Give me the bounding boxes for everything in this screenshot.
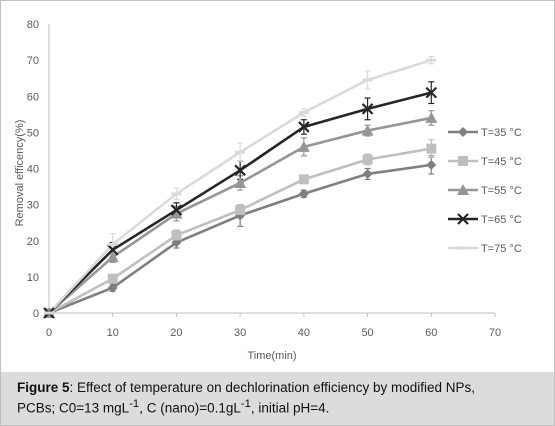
legend-label: T=45 °C <box>481 156 522 168</box>
y-tick-label: 0 <box>33 308 39 320</box>
x-tick-label: 50 <box>361 327 373 339</box>
legend-label: T=75 °C <box>481 243 522 255</box>
legend-label: T=65 °C <box>481 214 522 226</box>
x-tick-label: 20 <box>170 327 182 339</box>
data-point <box>234 176 247 188</box>
data-point <box>235 150 246 154</box>
data-point <box>234 164 246 177</box>
data-point <box>171 230 182 241</box>
data-point <box>107 242 118 246</box>
data-point <box>107 282 118 293</box>
data-point <box>361 124 374 136</box>
caption-text-1: : Effect of temperature on dechlorinatio… <box>69 380 475 395</box>
data-point <box>106 244 119 256</box>
x-tick-label: 0 <box>46 327 52 339</box>
caption-sup-1: -1 <box>129 398 140 410</box>
caption-text-2c: , initial pH=4. <box>250 400 330 416</box>
figure-caption: Figure 5: Effect of temperature on dechl… <box>1 372 554 425</box>
data-point <box>44 311 54 315</box>
caption-text-2b: , C (nano)=0.1gL <box>139 400 241 416</box>
y-tick-label: 30 <box>27 200 39 212</box>
series-markers <box>43 58 438 319</box>
legend-label: T=35 °C <box>481 127 522 139</box>
data-point <box>170 204 183 216</box>
data-point <box>425 86 438 99</box>
data-point <box>235 205 246 216</box>
data-point <box>170 207 183 219</box>
x-tick-label: 60 <box>425 327 437 339</box>
data-point <box>362 78 373 82</box>
legend-swatch-marker <box>458 127 468 137</box>
caption-label: Figure 5 <box>17 380 70 395</box>
x-tick-label: 10 <box>107 327 119 339</box>
y-tick-label: 40 <box>27 164 39 176</box>
data-point <box>171 192 182 196</box>
data-point <box>107 273 118 284</box>
x-axis-title: Time(min) <box>247 350 296 362</box>
caption-text-2a: PCBs; C0=13 mgL <box>17 400 130 416</box>
y-tick-label: 50 <box>27 127 39 139</box>
data-point <box>361 103 374 115</box>
data-point <box>362 168 373 179</box>
x-tick-label: 30 <box>234 327 246 339</box>
line-chart: 0 10 20 30 40 50 60 70 80 0 10 20 30 40 50 60 70 T=35 °… <box>14 19 522 362</box>
y-tick-label: 10 <box>27 272 39 284</box>
data-point <box>425 111 438 123</box>
data-point <box>298 111 309 115</box>
y-tick-labels: 0 10 20 30 40 50 60 70 80 <box>27 19 39 320</box>
legend-label: T=55 °C <box>481 185 522 197</box>
legend-swatch-marker <box>457 213 469 225</box>
legend-swatch-marker <box>457 184 469 195</box>
x-tick-label: 70 <box>489 327 501 339</box>
data-point <box>426 143 437 154</box>
legend-swatch-marker <box>458 156 468 166</box>
y-tick-label: 80 <box>27 19 39 31</box>
axes <box>48 24 496 317</box>
data-point <box>106 251 119 263</box>
data-point <box>298 188 309 199</box>
y-axis-title: Removal efficency(%) <box>14 120 26 227</box>
caption-sup-2: -1 <box>240 398 251 410</box>
legend: T=35 °C T=45 °C T=55 °C T=65 °C T=75 °C <box>448 127 522 255</box>
data-point <box>426 58 437 62</box>
data-point <box>362 154 373 165</box>
data-point <box>298 121 310 133</box>
series-line <box>48 91 432 314</box>
data-point <box>298 174 309 185</box>
data-point <box>297 140 310 152</box>
y-tick-label: 70 <box>27 55 39 67</box>
x-tick-labels: 0 10 20 30 40 50 60 70 <box>46 327 501 339</box>
y-tick-label: 20 <box>27 236 39 248</box>
y-tick-label: 60 <box>27 91 39 103</box>
legend-swatch-marker <box>458 246 468 250</box>
x-tick-label: 40 <box>298 327 310 339</box>
data-point <box>426 159 437 170</box>
